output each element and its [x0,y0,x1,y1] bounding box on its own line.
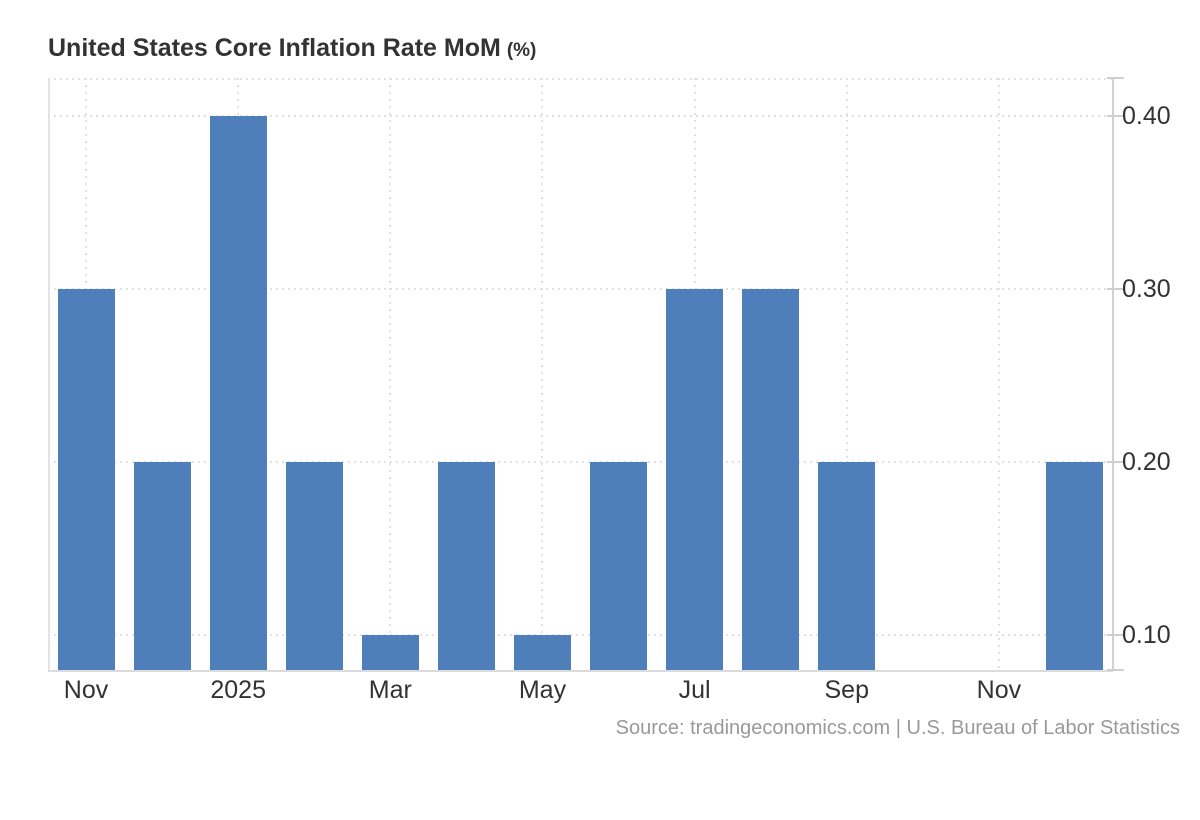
y-axis-tick [1107,461,1124,464]
bar-jun-2025[interactable] [590,462,648,670]
gridline-top [48,78,1113,80]
gridline-v-May [541,78,544,670]
x-tick-label-Sep: Sep [824,676,869,704]
gridline-h-0.20 [48,461,1113,464]
source-attribution: Source: tradingeconomics.com | U.S. Bure… [615,717,1180,739]
gridline-h-0.30 [48,288,1113,291]
y-tick-label-0.10: 0.10 [1122,621,1171,650]
x-tick-label-Nov: Nov [63,676,109,704]
gridline-h-0.10 [48,634,1113,637]
bar-feb-2025[interactable] [285,462,343,670]
x-tick-label-May: May [518,676,567,704]
y-tick-label-0.30: 0.30 [1122,275,1171,304]
gridline-v-Mar [389,78,392,670]
bar-apr-2025[interactable] [437,462,495,670]
chart-title-text: United States Core Inflation Rate MoM [48,34,501,62]
x-tick-label-Jul: Jul [678,676,711,704]
x-tick-label-Nov: Nov [976,676,1022,704]
y-tick-label-0.20: 0.20 [1122,448,1171,477]
gridline-v-Nov [997,78,1000,670]
y-axis-tick [1107,288,1124,291]
plot-left-border [48,78,50,670]
bar-jan-2025[interactable] [209,116,267,670]
y-axis-tick [1107,77,1124,79]
y-axis-tick [1107,669,1124,671]
bar-dec-2025[interactable] [1046,462,1104,670]
gridline-v-Sep [845,78,848,670]
y-axis-tick [1107,115,1124,118]
gridline-h-0.40 [48,115,1113,118]
bar-sep-2025[interactable] [818,462,876,670]
chart-title: United States Core Inflation Rate MoM (%) [48,34,536,65]
x-tick-label-2025: 2025 [210,676,266,704]
bar-aug-2025[interactable] [742,289,800,670]
bar-mar-2025[interactable] [361,635,419,670]
chart-title-unit: (%) [506,40,537,61]
plot-area [48,78,1113,670]
x-axis-line [48,670,1113,672]
y-tick-label-0.40: 0.40 [1122,102,1171,131]
bar-may-2025[interactable] [513,635,571,670]
x-tick-label-Mar: Mar [368,676,412,704]
bar-dec-2024[interactable] [133,462,191,670]
bar-jul-2025[interactable] [666,289,724,670]
y-axis-line [1112,78,1114,670]
y-axis-tick [1107,634,1124,637]
bar-nov-2024[interactable] [57,289,115,670]
